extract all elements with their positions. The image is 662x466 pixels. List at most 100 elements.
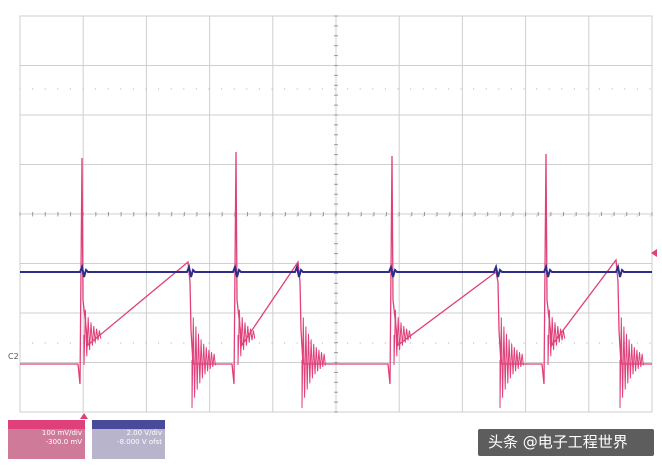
graticule-dot	[19, 88, 21, 90]
graticule-dot	[397, 88, 399, 90]
graticule-dot	[510, 342, 512, 344]
channel1-level-marker[interactable]	[651, 249, 657, 257]
graticule-dot	[573, 88, 576, 90]
graticule-dot	[359, 215, 361, 217]
graticule-dot	[624, 88, 626, 90]
graticule-dot	[510, 88, 512, 90]
graticule-dot	[473, 342, 475, 344]
graticule-dot	[271, 88, 273, 90]
channel1-header	[92, 420, 165, 429]
graticule-dot	[158, 215, 160, 217]
graticule-dot	[473, 215, 475, 217]
graticule-dot	[359, 342, 361, 344]
graticule-dot	[31, 215, 34, 217]
graticule-dot	[347, 215, 349, 217]
graticule-dot	[44, 215, 46, 217]
graticule-dot	[334, 342, 336, 344]
graticule-dot	[132, 342, 134, 344]
graticule-dot	[372, 342, 374, 344]
graticule-dot	[447, 342, 449, 344]
graticule-dot	[599, 342, 601, 344]
graticule-dot	[120, 88, 122, 90]
graticule-dot	[57, 88, 59, 90]
graticule-dot	[246, 215, 248, 217]
graticule-dot	[599, 215, 601, 217]
graticule-dot	[233, 88, 235, 90]
channel1-waveform	[20, 263, 652, 278]
graticule-dot	[31, 88, 34, 90]
graticule-dot	[82, 88, 84, 90]
graticule-dot	[195, 215, 197, 217]
graticule-dot	[384, 88, 386, 90]
graticule-dot	[132, 88, 134, 90]
graticule-dot	[435, 88, 437, 90]
graticule-dot	[271, 342, 273, 344]
trigger-position-marker[interactable]	[80, 413, 88, 419]
graticule-dot	[57, 215, 59, 217]
graticule-dot	[107, 88, 109, 90]
graticule-dot	[447, 88, 449, 90]
graticule-dot	[309, 88, 311, 90]
graticule-dot	[258, 215, 260, 217]
graticule-dot	[321, 342, 323, 344]
graticule-dot	[183, 88, 185, 90]
channel1-scale: 2.00 V/div	[126, 429, 163, 437]
channel2-ringing	[83, 309, 644, 409]
graticule-dot	[120, 215, 122, 217]
graticule-dot	[649, 215, 651, 217]
graticule-dot	[649, 88, 651, 90]
graticule-dot	[485, 88, 487, 90]
channel2-offset: -300.0 mV	[45, 438, 82, 446]
graticule-dot	[410, 342, 412, 344]
graticule-dot	[19, 215, 21, 217]
graticule-dot	[586, 342, 588, 344]
graticule-dot	[397, 215, 399, 217]
graticule-dot	[145, 342, 147, 344]
channel2-marker-label: C2	[8, 352, 19, 361]
channel1-settings-panel[interactable]: 2.00 V/div -8.000 V ofst	[92, 420, 165, 459]
graticule-dot	[221, 342, 223, 344]
graticule-dot	[170, 342, 172, 344]
graticule-dot	[523, 342, 525, 344]
channel2-settings-panel[interactable]: 100 mV/div -300.0 mV	[8, 420, 85, 459]
graticule-dot	[296, 342, 298, 344]
graticule-dot	[208, 342, 210, 344]
watermark-badge: 头条 @电子工程世界	[478, 429, 654, 456]
graticule-dot	[422, 215, 424, 217]
graticule-dot	[95, 342, 97, 344]
graticule-dot	[573, 215, 576, 217]
graticule-dot	[435, 215, 437, 217]
graticule-dot	[183, 215, 185, 217]
graticule-dot	[586, 88, 588, 90]
graticule-dot	[170, 88, 172, 90]
graticule-dot	[384, 342, 386, 344]
graticule-dot	[284, 342, 286, 344]
graticule-dot	[460, 88, 462, 90]
graticule-dot	[170, 215, 172, 217]
graticule-dot	[221, 88, 223, 90]
graticule-dot	[473, 88, 475, 90]
graticule-dot	[372, 88, 374, 90]
graticule-dot	[561, 88, 563, 90]
graticule-dot	[611, 342, 613, 344]
graticule-dot	[422, 88, 424, 90]
graticule-dot	[246, 88, 248, 90]
graticule-dot	[284, 88, 286, 90]
graticule-dot	[334, 88, 336, 90]
graticule-dot	[145, 88, 147, 90]
graticule-dot	[321, 215, 323, 217]
graticule-dot	[410, 88, 412, 90]
graticule-dot	[561, 342, 563, 344]
graticule-dot	[347, 342, 349, 344]
graticule-dot	[195, 88, 197, 90]
graticule-dot	[120, 342, 122, 344]
graticule-dot	[233, 215, 235, 217]
graticule-dot	[296, 88, 298, 90]
graticule-dot	[498, 88, 500, 90]
graticule-dot	[548, 88, 550, 90]
graticule-dot	[107, 342, 109, 344]
graticule-dot	[599, 88, 601, 90]
graticule-dot	[69, 215, 71, 217]
graticule-dot	[498, 215, 500, 217]
